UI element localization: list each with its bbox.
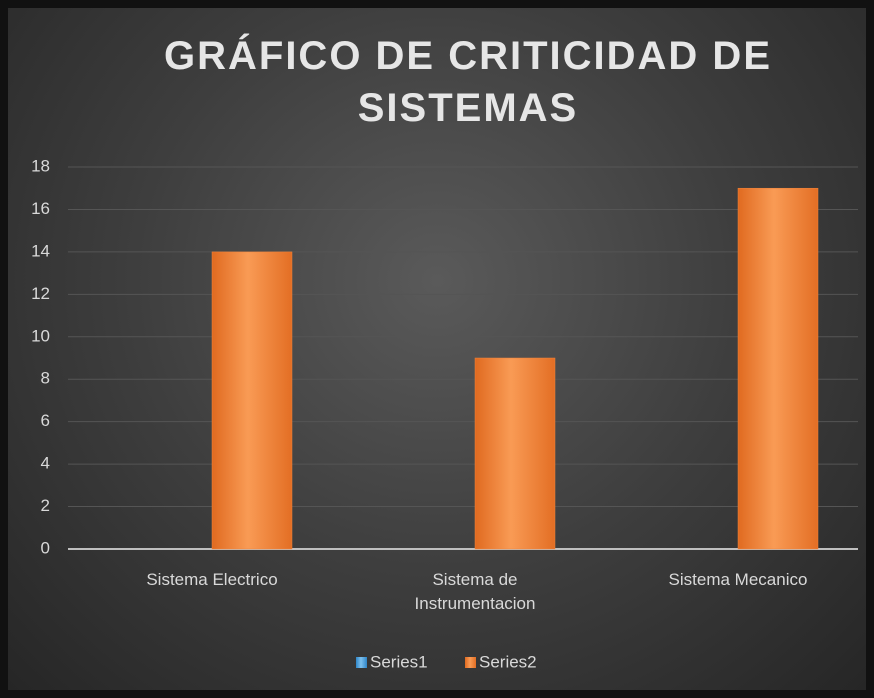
x-tick-label: Sistema de Instrumentacion (414, 570, 536, 613)
bar (211, 251, 293, 550)
legend-label: Series1 (370, 652, 428, 671)
y-tick-label: 16 (31, 199, 50, 218)
x-tick-label: Sistema Mecanico (668, 570, 808, 589)
y-tick-label: 2 (41, 496, 50, 515)
y-tick-label: 10 (31, 326, 50, 345)
y-tick-label: 4 (41, 454, 50, 473)
bar (474, 357, 556, 550)
bar (737, 187, 819, 550)
y-tick-label: 0 (41, 538, 50, 557)
y-tick-label: 8 (41, 369, 50, 388)
y-tick-label: 14 (31, 241, 50, 260)
chart-title: GRÁFICO DE CRITICIDAD DE SISTEMAS (164, 34, 772, 130)
legend-label: Series2 (479, 652, 537, 671)
x-tick-label: Sistema Electrico (146, 570, 278, 589)
legend-swatch (465, 657, 476, 668)
chart-background (8, 8, 866, 690)
y-tick-label: 12 (31, 284, 50, 303)
y-tick-label: 6 (41, 411, 50, 430)
y-tick-label: 18 (31, 156, 50, 175)
legend-swatch (356, 657, 367, 668)
